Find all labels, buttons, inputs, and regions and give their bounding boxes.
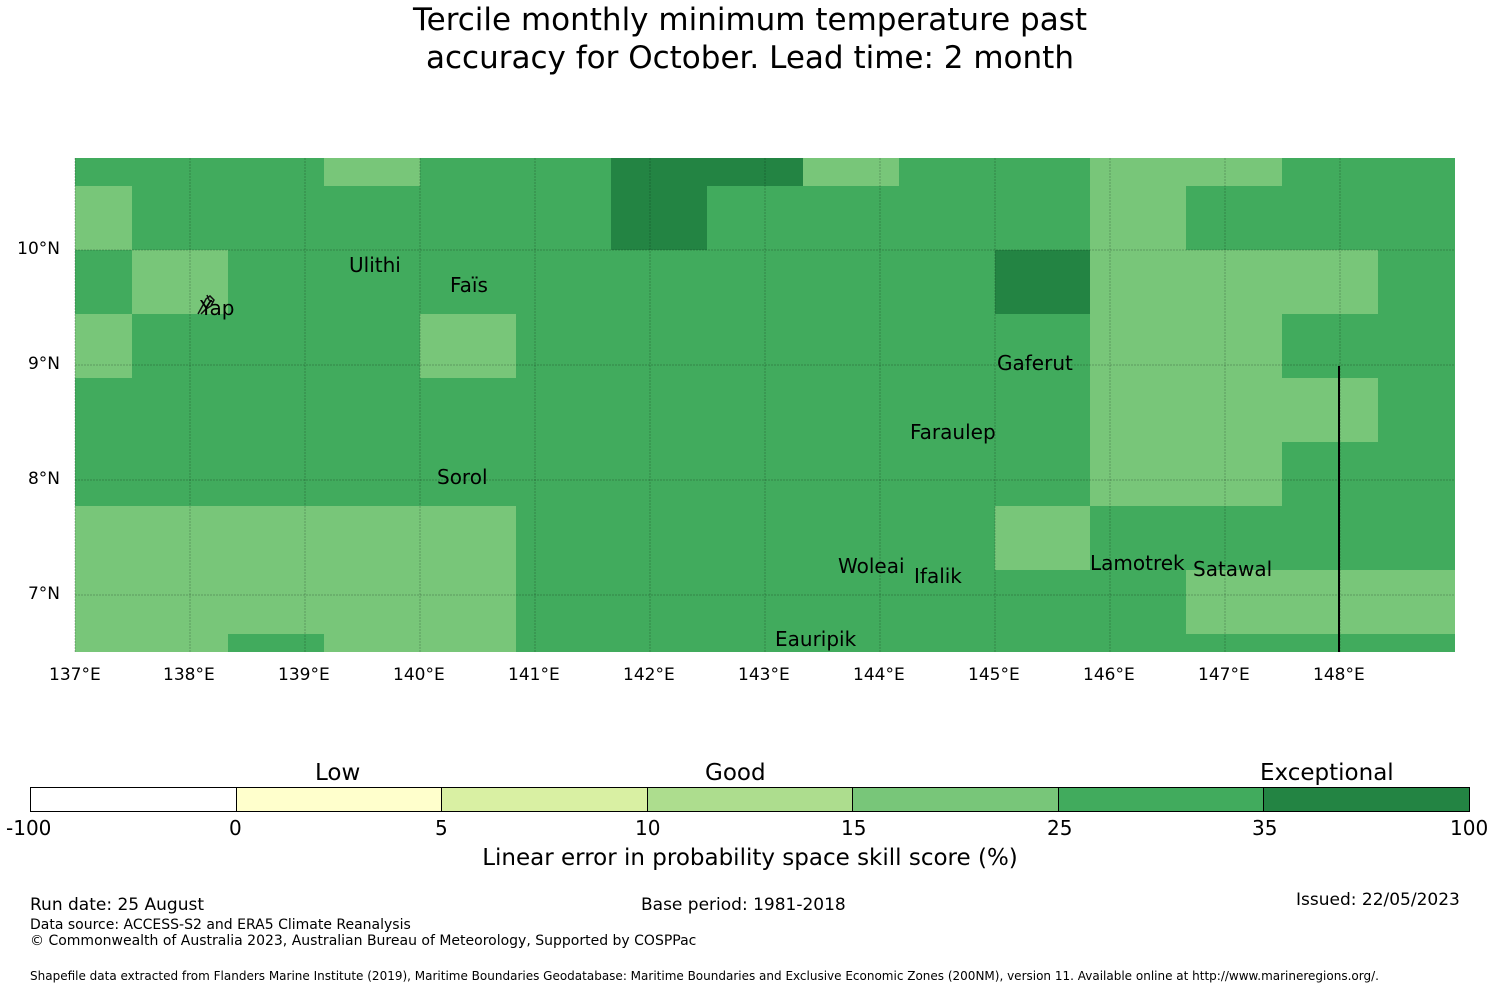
colorbar-segment [853, 788, 1059, 811]
x-tick-142e: 142°E [623, 665, 675, 685]
colorbar-segment [31, 788, 237, 811]
skill-cell [1186, 570, 1455, 634]
y-tick-10n: 10°N [17, 239, 60, 259]
colorbar-tick: 15 [841, 816, 867, 840]
x-tick-138e: 138°E [163, 665, 215, 685]
skill-cell [75, 314, 132, 378]
skill-cell [420, 314, 516, 378]
place-label-eauripik: Eauripik [775, 627, 857, 651]
colorbar-tick: 35 [1252, 816, 1278, 840]
x-tick-141e: 141°E [508, 665, 560, 685]
skill-cell [995, 250, 1090, 314]
colorbar-segment [236, 788, 443, 811]
skill-cell [1090, 250, 1378, 314]
skill-cell [611, 186, 707, 250]
x-tick-146e: 146°E [1083, 665, 1135, 685]
x-tick-144e: 144°E [853, 665, 905, 685]
map-title-line-1: Tercile monthly minimum temperature past [412, 2, 1088, 38]
colorbar-segment [647, 788, 854, 811]
colorbar [30, 787, 1470, 812]
place-label-satawal: Satawal [1193, 557, 1273, 581]
place-label-lamotrek: Lamotrek [1090, 551, 1185, 575]
y-tick-9n: 9°N [27, 354, 60, 374]
colorbar-tick: 5 [435, 816, 448, 840]
skill-cell [1090, 378, 1378, 442]
colorbar-label: Linear error in probability space skill … [482, 845, 1018, 871]
y-tick-7n: 7°N [27, 584, 60, 604]
colorbar-category-low: Low [315, 760, 361, 786]
skill-cell [1090, 158, 1282, 186]
place-label-ifalik: Ifalik [914, 564, 962, 588]
place-label-gaferut: Gaferut [997, 351, 1073, 375]
place-label-ulithi: Ulithi [349, 253, 401, 277]
x-tick-139e: 139°E [278, 665, 330, 685]
yap-island-shape [197, 294, 215, 315]
place-label-yap: Yap [200, 296, 235, 320]
x-tick-140e: 140°E [393, 665, 445, 685]
base-period: Base period: 1981-2018 [641, 895, 846, 915]
colorbar-category-exceptional: Exceptional [1260, 760, 1394, 786]
colorbar-tick: 10 [635, 816, 661, 840]
skill-cell [995, 506, 1090, 570]
x-tick-137e: 137°E [49, 665, 101, 685]
colorbar-segment [442, 788, 648, 811]
y-tick-8n: 8°N [27, 469, 60, 489]
place-label-woleai: Woleai [838, 554, 905, 578]
colorbar-tick: 100 [1450, 816, 1489, 840]
place-label-fais: Faïs [450, 273, 488, 297]
colorbar-tick: 0 [229, 816, 242, 840]
skill-cell [75, 506, 516, 570]
skill-map [74, 158, 1455, 652]
copyright-notice: © Commonwealth of Australia 2023, Austra… [30, 933, 697, 949]
skill-cell [324, 634, 516, 652]
place-label-faraulep: Faraulep [910, 420, 996, 444]
colorbar-tick: -100 [6, 816, 52, 840]
skill-cell [1090, 442, 1282, 506]
skill-cell [75, 186, 132, 250]
shapefile-credit: Shapefile data extracted from Flanders M… [30, 969, 1379, 983]
map-title-line-2: accuracy for October. Lead time: 2 month [426, 40, 1074, 76]
skill-cell [75, 570, 516, 634]
colorbar-segment [1264, 788, 1470, 811]
skill-cell [324, 158, 420, 186]
run-date: Run date: 25 August [30, 895, 204, 915]
issued-date: Issued: 22/05/2023 [1296, 890, 1460, 910]
skill-cell [1090, 186, 1186, 250]
x-tick-148e: 148°E [1313, 665, 1365, 685]
skill-cell [1090, 314, 1282, 378]
place-label-sorol: Sorol [437, 465, 488, 489]
skill-cell [611, 158, 803, 186]
skill-cell [75, 634, 228, 652]
colorbar-segment [1058, 788, 1265, 811]
colorbar-tick: 25 [1047, 816, 1073, 840]
colorbar-category-good: Good [705, 760, 766, 786]
skill-cell [803, 158, 899, 186]
data-source: Data source: ACCESS-S2 and ERA5 Climate … [30, 917, 411, 933]
x-tick-143e: 143°E [738, 665, 790, 685]
x-tick-147e: 147°E [1198, 665, 1250, 685]
x-tick-145e: 145°E [968, 665, 1020, 685]
